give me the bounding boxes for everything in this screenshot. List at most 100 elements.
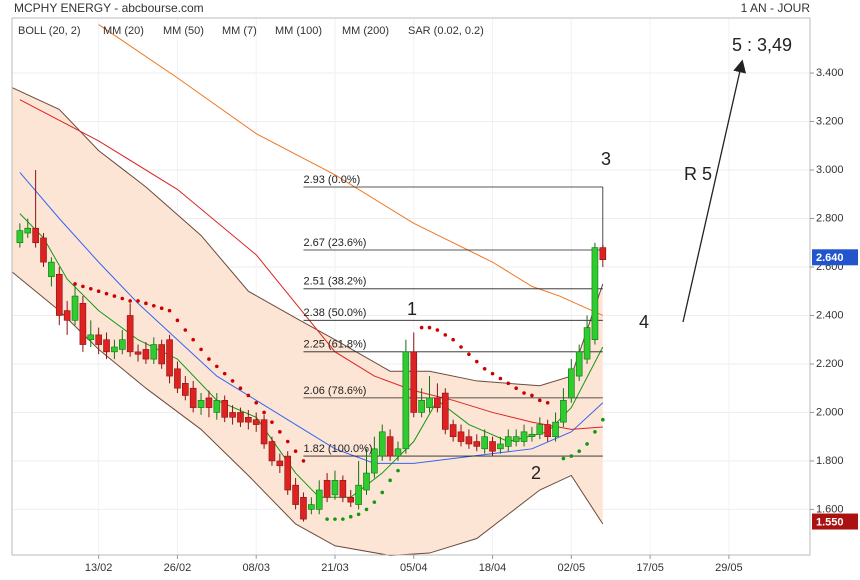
candle-body	[48, 261, 55, 277]
annotation: 3	[601, 149, 611, 169]
x-tick-label: 13/02	[85, 562, 113, 574]
sar-dot	[356, 512, 361, 517]
sar-dot	[128, 299, 132, 303]
annotation: 5 : 3,49	[732, 35, 792, 55]
ma-line	[19, 172, 604, 464]
candle-body	[315, 489, 323, 510]
arrow	[682, 59, 747, 323]
legend-entry: MM (7)	[222, 25, 257, 37]
candle-body	[118, 339, 126, 350]
sar-dot	[175, 318, 180, 323]
sar-dot	[372, 500, 377, 504]
candle-body	[300, 496, 307, 520]
candle-body	[323, 480, 331, 498]
candle-body	[331, 480, 339, 496]
candle-body	[79, 303, 87, 345]
legend-entry: SAR (0.02, 0.2)	[408, 25, 484, 37]
candle-body	[268, 441, 276, 462]
candle-body	[189, 387, 197, 408]
sar-dot	[569, 454, 574, 458]
candle-body	[465, 436, 473, 445]
y-tick-label: 2.000	[816, 406, 844, 418]
sar-dot	[230, 379, 235, 383]
plot-border	[11, 17, 811, 556]
fib-label: 2.38 (50.0%)	[303, 307, 366, 319]
sar-dot	[396, 468, 400, 473]
sar-dot	[215, 364, 219, 369]
ma-line	[98, 24, 604, 316]
sar-dot	[474, 359, 479, 364]
x-tick-label: 29/05	[715, 562, 743, 574]
y-tick-label: 3.200	[816, 115, 844, 127]
candle-body	[481, 436, 488, 450]
candle-body	[197, 400, 205, 408]
candle-body	[536, 424, 544, 435]
candle-body	[504, 436, 512, 447]
sar-dot	[199, 347, 203, 352]
sar-dot	[459, 345, 463, 349]
candle-body	[134, 351, 142, 355]
candle-body	[32, 227, 39, 244]
legend-entry: MM (50)	[163, 25, 204, 37]
sar-dot	[301, 459, 306, 463]
candle-body	[308, 504, 315, 510]
sar-dot	[88, 287, 93, 291]
sar-dot	[530, 393, 534, 398]
sar-dot	[545, 400, 550, 405]
sar-dot	[388, 478, 392, 483]
annotation: 1	[407, 299, 417, 319]
sar-dot	[136, 299, 140, 303]
sar-dot	[246, 393, 251, 398]
x-tick-label: 05/04	[400, 562, 428, 574]
candle-body	[182, 383, 189, 396]
sar-dot	[585, 442, 589, 446]
sar-dot	[73, 282, 77, 286]
candle-body	[213, 400, 221, 413]
x-tick-label: 26/02	[164, 562, 192, 574]
x-tick-label: 17/05	[636, 562, 664, 574]
sar-dot	[183, 328, 188, 332]
candle-body	[355, 484, 362, 505]
candle-body	[418, 400, 425, 413]
candle-body	[142, 349, 150, 360]
sar-dot	[120, 296, 125, 301]
sar-dot	[419, 325, 424, 330]
candle-body	[339, 480, 347, 498]
candle-body	[292, 484, 299, 505]
x-tick-label: 08/03	[242, 562, 270, 574]
sar-dot	[238, 386, 243, 391]
sar-dot	[144, 301, 148, 306]
candle-body	[221, 400, 228, 418]
candle-body	[126, 315, 134, 353]
sar-dot	[333, 517, 337, 521]
candle-body	[473, 441, 481, 447]
candle-body	[386, 436, 394, 457]
candle-body	[402, 351, 410, 450]
candle-body	[229, 412, 236, 418]
sar-dot	[191, 337, 195, 342]
candle-body	[520, 431, 528, 442]
candle-body	[237, 412, 244, 423]
candle-body	[434, 397, 441, 408]
sar-dot	[293, 449, 298, 454]
candle-body	[599, 247, 607, 261]
candle-body	[560, 400, 567, 423]
candle-body	[166, 339, 173, 377]
candle-body	[552, 421, 559, 437]
sar-dot	[278, 430, 282, 434]
sar-dot	[593, 430, 597, 434]
sar-dot	[577, 449, 581, 454]
band-fill	[12, 87, 603, 556]
candle-body	[252, 419, 260, 425]
sar-dot	[498, 376, 503, 381]
sar-dot	[285, 439, 290, 444]
candle-body	[591, 247, 599, 341]
sar-dot	[561, 456, 566, 461]
y-tick-label: 2.400	[816, 309, 844, 321]
sar-dot	[537, 398, 542, 403]
plot-area	[11, 18, 810, 556]
x-tick-label: 21/03	[321, 562, 349, 574]
x-tick-label: 18/04	[479, 562, 507, 574]
candle-body	[87, 334, 95, 341]
candle-body	[150, 344, 158, 360]
